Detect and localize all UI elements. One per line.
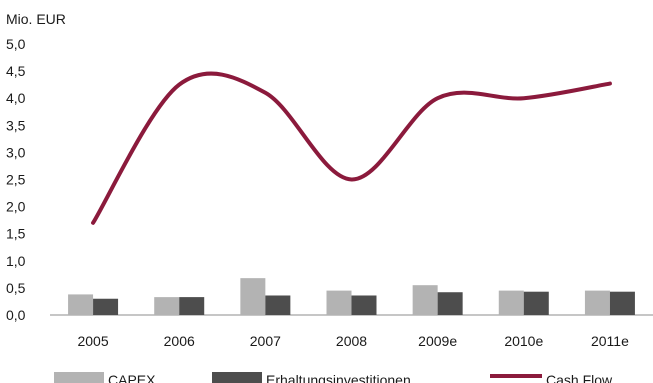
bar-capex [326, 290, 352, 315]
x-tick-label: 2008 [336, 333, 367, 349]
bar-erhaltungsinvestitionen [351, 295, 377, 315]
bar-erhaltungsinvestitionen [265, 295, 291, 315]
x-tick-label: 2011e [591, 333, 629, 349]
legend-swatch-capex [54, 372, 104, 383]
legend-swatch-erhaltungsinvestitionen [212, 372, 262, 383]
bar-erhaltungsinvestitionen [609, 291, 635, 315]
y-tick-label: 1,0 [6, 253, 26, 269]
x-tick-label: 2006 [164, 333, 195, 349]
y-tick-label: 0,5 [6, 280, 26, 296]
bar-capex [240, 278, 266, 315]
legend: CAPEX Erhaltungsinvestitionen Cash Flow [54, 372, 613, 383]
y-tick-label: 3,0 [6, 144, 26, 160]
bar-erhaltungsinvestitionen [179, 297, 205, 315]
y-tick-label: 2,0 [6, 199, 26, 215]
y-tick-label: 5,0 [6, 36, 26, 52]
bar-capex [68, 294, 94, 315]
x-tick-label: 2007 [250, 333, 281, 349]
y-tick-label: 3,5 [6, 117, 26, 133]
bars [68, 278, 635, 315]
y-tick-label: 4,5 [6, 63, 26, 79]
bar-erhaltungsinvestitionen [93, 298, 119, 315]
y-tick-label: 1,5 [6, 226, 26, 242]
legend-label-capex: CAPEX [108, 372, 156, 383]
bar-capex [154, 297, 180, 315]
bar-capex [412, 285, 438, 315]
cash-flow-line-group [91, 71, 612, 225]
bar-capex [498, 290, 524, 315]
y-tick-label: 0,0 [6, 307, 26, 323]
x-tick-label: 2005 [77, 333, 108, 349]
bar-erhaltungsinvestitionen [523, 291, 549, 315]
bar-erhaltungsinvestitionen [437, 292, 463, 315]
y-tick-label: 2,5 [6, 172, 26, 188]
x-tick-label: 2010e [504, 333, 543, 349]
legend-label-cash-flow: Cash Flow [546, 372, 613, 383]
line-cash-flow [91, 71, 612, 225]
y-tick-labels: 0,0 0,5 1,0 1,5 2,0 2,5 3,0 3,5 4,0 4,5 5,0 [6, 36, 26, 323]
x-tick-label: 2009e [418, 333, 457, 349]
bar-capex [584, 290, 610, 315]
y-tick-label: 4,0 [6, 90, 26, 106]
y-unit-label: Mio. EUR [6, 11, 66, 27]
x-tick-labels: 2005 2006 2007 2008 2009e 2010e 2011e [77, 333, 629, 349]
legend-label-erhaltungsinvestitionen: Erhaltungsinvestitionen [266, 372, 411, 383]
